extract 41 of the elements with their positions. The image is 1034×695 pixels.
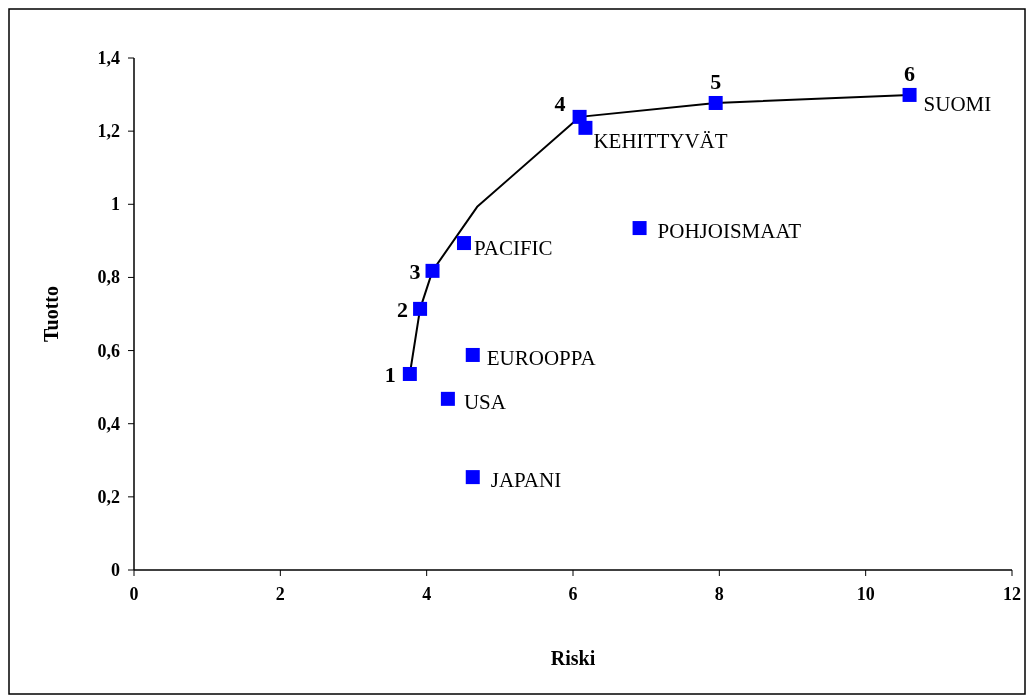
annotation: 6 [904,60,916,86]
annotation: PACIFIC [473,236,553,261]
point [402,366,417,381]
annotation: 5 [710,68,722,94]
point [708,95,723,110]
annotation: POHJOISMAAT [657,219,802,244]
annotation: SUOMI [923,91,992,116]
x-tick-label: 12 [1003,584,1021,604]
point [578,120,593,135]
point [413,301,428,316]
y-tick-label: 0,4 [97,413,120,434]
x-tick-label: 4 [422,584,432,604]
point [632,221,647,236]
x-tick-label: 6 [568,584,578,604]
point [456,236,471,251]
point [425,263,440,278]
annotation: 3 [409,258,421,284]
annotation: JAPANI [490,468,562,493]
x-tick-label: 8 [714,584,724,604]
y-tick-label: 1 [111,194,120,215]
point [465,347,480,362]
point [465,470,480,485]
x-axis-title: Riski [550,647,596,669]
y-tick-label: 0,6 [97,340,120,361]
annotation: 4 [554,90,566,116]
y-tick-label: 0,2 [97,486,120,507]
y-tick-label: 0,8 [97,267,120,288]
point [902,87,917,102]
x-tick-label: 10 [856,584,875,604]
x-tick-label: 0 [129,584,139,604]
y-tick-label: 1,2 [97,121,120,142]
y-tick-label: 1,4 [97,48,120,68]
annotation: KEHITTYVÄT [593,128,728,153]
annotation: 2 [397,296,409,322]
y-axis-title: Tuotto [40,286,62,342]
point [440,391,455,406]
y-tick-label: 0 [111,560,120,580]
x-tick-label: 2 [275,584,285,604]
annotation: USA [463,389,507,414]
annotation: 1 [384,361,396,387]
annotation: EUROOPPA [486,345,597,370]
